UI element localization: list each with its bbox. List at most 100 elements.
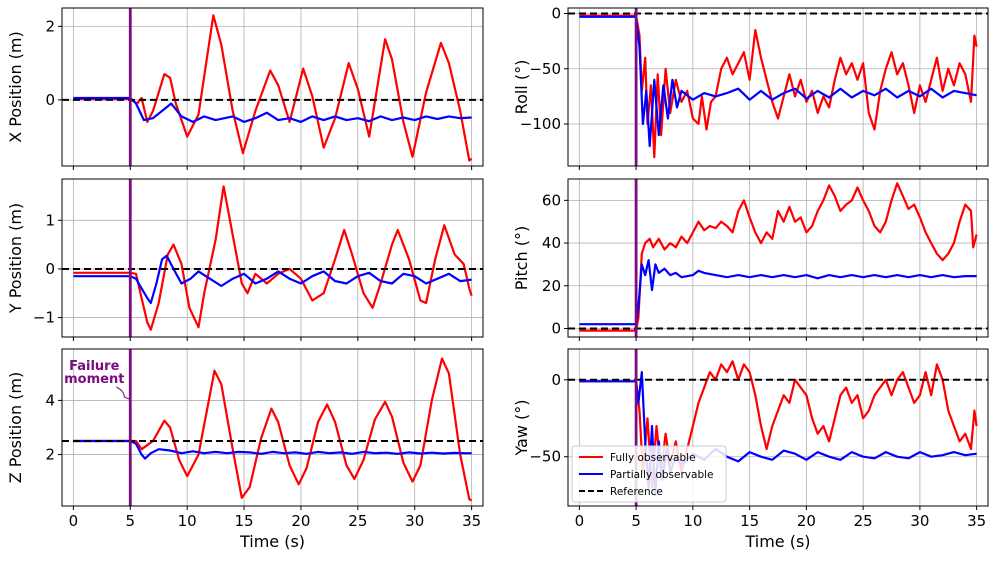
panel-x: 0 2 X Position (m): [6, 7, 484, 170]
series-line-fully-observable: [579, 182, 978, 332]
y-tick: 0: [45, 91, 62, 109]
legend-entry: Reference: [579, 486, 663, 498]
x-tick: 5: [631, 506, 641, 530]
y-tick-label: −100: [520, 115, 561, 133]
x-tick: 20: [797, 506, 816, 530]
x-tick: 10: [178, 506, 197, 530]
legend-entry: Partially observable: [579, 469, 714, 481]
axes-frame-yaw: [567, 348, 989, 507]
x-tick-label: 20: [797, 512, 816, 530]
annotation-line-1: Failure: [69, 359, 119, 374]
axes-frame-y: [61, 178, 484, 338]
y-tick: 20: [542, 277, 568, 295]
axes-frame-roll: [567, 7, 989, 167]
y-tick-label: 4: [45, 391, 55, 409]
x-tick: 30: [910, 506, 929, 530]
series-line-partially-observable: [73, 439, 472, 460]
x-tick: 10: [683, 506, 702, 530]
legend-label: Partially observable: [610, 469, 714, 481]
y-tick-label: 2: [45, 446, 55, 464]
y-tick: 0: [551, 5, 568, 23]
x-tick: 25: [348, 506, 367, 530]
x-tick: 5: [125, 506, 135, 530]
x-tick: 25: [854, 506, 873, 530]
panel-pitch: 0 20 40 60 Pitch (°): [512, 178, 989, 341]
x-tick-label: 10: [683, 512, 702, 530]
x-tick-label: 10: [178, 512, 197, 530]
y-tick: 2: [45, 446, 62, 464]
series-line-fully-observable: [579, 14, 978, 159]
y-tick-label: 0: [551, 371, 561, 389]
x-tick: 15: [235, 506, 254, 530]
y-tick-label: 60: [542, 191, 561, 209]
y-tick: 4: [45, 391, 62, 409]
x-tick: 35: [967, 506, 986, 530]
axes-frame-x: [61, 7, 484, 167]
y-tick-label: −50: [529, 60, 561, 78]
y-tick-label: 2: [45, 17, 55, 35]
y-axis-label: Z Position (m): [6, 372, 25, 484]
x-tick-label: 0: [575, 512, 585, 530]
x-tick-label: 5: [125, 512, 135, 530]
y-tick-label: 0: [551, 319, 561, 337]
series-line-fully-observable: [73, 14, 473, 162]
y-tick: 0: [551, 319, 568, 337]
legend-label: Fully observable: [610, 452, 696, 464]
y-tick: 1: [45, 211, 62, 229]
y-tick-label: −50: [529, 448, 561, 466]
y-tick-label: 1: [45, 211, 55, 229]
y-axis-label: Roll (°): [512, 60, 531, 115]
y-tick: 2: [45, 17, 62, 35]
y-tick-label: 0: [45, 260, 55, 278]
x-tick-label: 0: [69, 512, 79, 530]
y-tick: −1: [33, 309, 62, 327]
y-tick: 40: [542, 234, 568, 252]
x-tick: 15: [740, 506, 759, 530]
y-tick-label: 40: [542, 234, 561, 252]
y-tick-label: 0: [45, 91, 55, 109]
y-tick: −50: [529, 448, 568, 466]
series-line-partially-observable: [73, 254, 472, 305]
y-tick-label: 20: [542, 277, 561, 295]
axes-frame-pitch: [567, 178, 989, 338]
x-tick: 0: [69, 506, 79, 530]
annotation-arrow: [116, 386, 130, 400]
series-line-fully-observable: [73, 357, 473, 502]
series-line-fully-observable: [73, 185, 473, 331]
y-axis-label: Y Position (m): [6, 203, 25, 314]
series-line-partially-observable: [579, 259, 977, 326]
x-axis-label: Time (s): [239, 532, 305, 551]
x-tick-label: 30: [910, 512, 929, 530]
y-tick: −100: [520, 115, 568, 133]
x-tick: 35: [462, 506, 481, 530]
axes-frame-z: [61, 348, 484, 507]
x-tick-label: 20: [291, 512, 310, 530]
panel-yaw: 0 −50 0 5 10 15 20 25 30 35 Yaw (°) Time (s): [512, 348, 989, 551]
annotation-line-2: moment: [64, 372, 124, 387]
x-tick-label: 30: [405, 512, 424, 530]
x-tick-label: 25: [348, 512, 367, 530]
y-axis-label: Pitch (°): [512, 226, 531, 291]
series-line-partially-observable: [73, 96, 472, 123]
series-line-partially-observable: [579, 15, 977, 148]
y-axis-label: X Position (m): [6, 31, 25, 143]
legend-entry: Fully observable: [579, 452, 696, 464]
legend-box: [571, 445, 727, 503]
y-tick: 60: [542, 191, 568, 209]
x-tick-label: 25: [854, 512, 873, 530]
x-tick: 0: [575, 506, 585, 530]
x-tick: 30: [405, 506, 424, 530]
y-tick-label: 0: [551, 5, 561, 23]
x-tick-label: 5: [631, 512, 641, 530]
panel-z: 2 4 0 5 10 15 20 25 30 35 Z Position (m) Time (s) Fa…: [6, 348, 484, 551]
x-tick-label: 35: [462, 512, 481, 530]
legend: Fully observable Partially observable Refe…: [571, 445, 727, 503]
x-tick-label: 15: [740, 512, 759, 530]
y-tick: 0: [551, 371, 568, 389]
legend-label: Reference: [610, 486, 663, 498]
x-tick-label: 35: [967, 512, 986, 530]
panel-y: 1 0 −1 Y Position (m): [6, 178, 484, 341]
y-axis-label: Yaw (°): [512, 399, 531, 456]
y-tick-label: −1: [33, 309, 55, 327]
